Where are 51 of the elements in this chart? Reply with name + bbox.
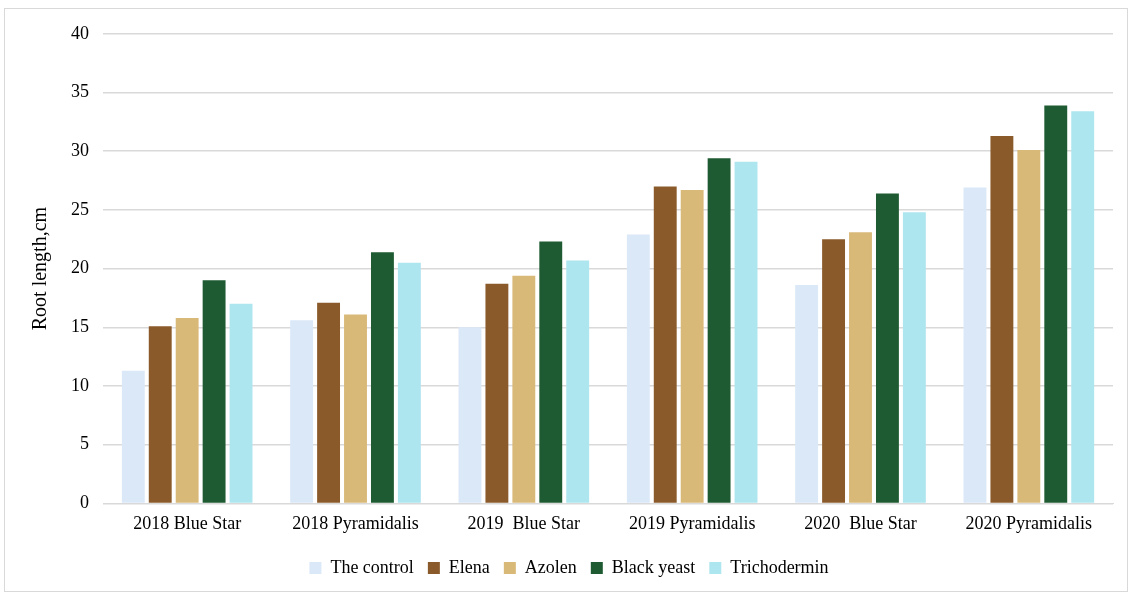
legend-label: The control — [330, 556, 414, 577]
bar — [539, 241, 563, 503]
y-tick-label: 0 — [80, 492, 89, 513]
y-tick-label: 5 — [80, 433, 89, 454]
bar — [849, 232, 872, 503]
bar — [512, 275, 536, 503]
x-tick-label: 2019 Pyramidalis — [628, 512, 756, 533]
bar — [680, 189, 704, 503]
y-tick-label: 30 — [71, 139, 89, 160]
bar — [626, 234, 650, 503]
bar — [1071, 111, 1095, 503]
bar — [990, 135, 1014, 503]
bar — [902, 212, 926, 503]
bar — [485, 283, 509, 503]
y-tick-label: 10 — [71, 374, 89, 395]
x-tick-label: 2019 Blue Star — [467, 512, 581, 533]
bar — [875, 193, 899, 503]
legend-label: Elena — [448, 556, 490, 577]
bar — [566, 260, 590, 503]
x-tick-label: 2018 Blue Star — [133, 512, 242, 533]
bar — [175, 317, 199, 503]
x-tick-label: 2020 Pyramidalis — [965, 512, 1093, 533]
y-tick-label: 40 — [71, 22, 89, 43]
y-tick-label: 25 — [71, 198, 89, 219]
bar — [344, 314, 367, 503]
bar — [397, 262, 421, 503]
bar — [202, 280, 226, 503]
bar — [734, 161, 758, 503]
bar — [1044, 105, 1068, 503]
bar — [290, 320, 314, 503]
bar — [121, 370, 145, 503]
bar — [653, 186, 677, 503]
bar — [229, 303, 253, 503]
bar — [963, 187, 987, 503]
bar — [148, 326, 172, 503]
y-tick-label: 20 — [71, 257, 89, 278]
bar — [458, 327, 482, 503]
y-axis-title: Root length,cm — [28, 206, 52, 331]
x-tick-label: 2018 Pyramidalis — [292, 512, 419, 533]
y-tick-label: 15 — [71, 316, 89, 337]
bar — [317, 302, 341, 503]
y-tick-label: 35 — [71, 81, 89, 102]
bar — [707, 158, 731, 503]
bar — [822, 239, 846, 503]
legend-label: Black yeast — [611, 556, 696, 577]
x-tick-label: 2020 Blue Star — [804, 512, 917, 533]
legend-label: Trichodermin — [730, 556, 829, 577]
bar — [795, 285, 819, 503]
bar — [1017, 150, 1041, 503]
bar — [370, 252, 394, 503]
legend-label: Azolen — [524, 556, 577, 577]
